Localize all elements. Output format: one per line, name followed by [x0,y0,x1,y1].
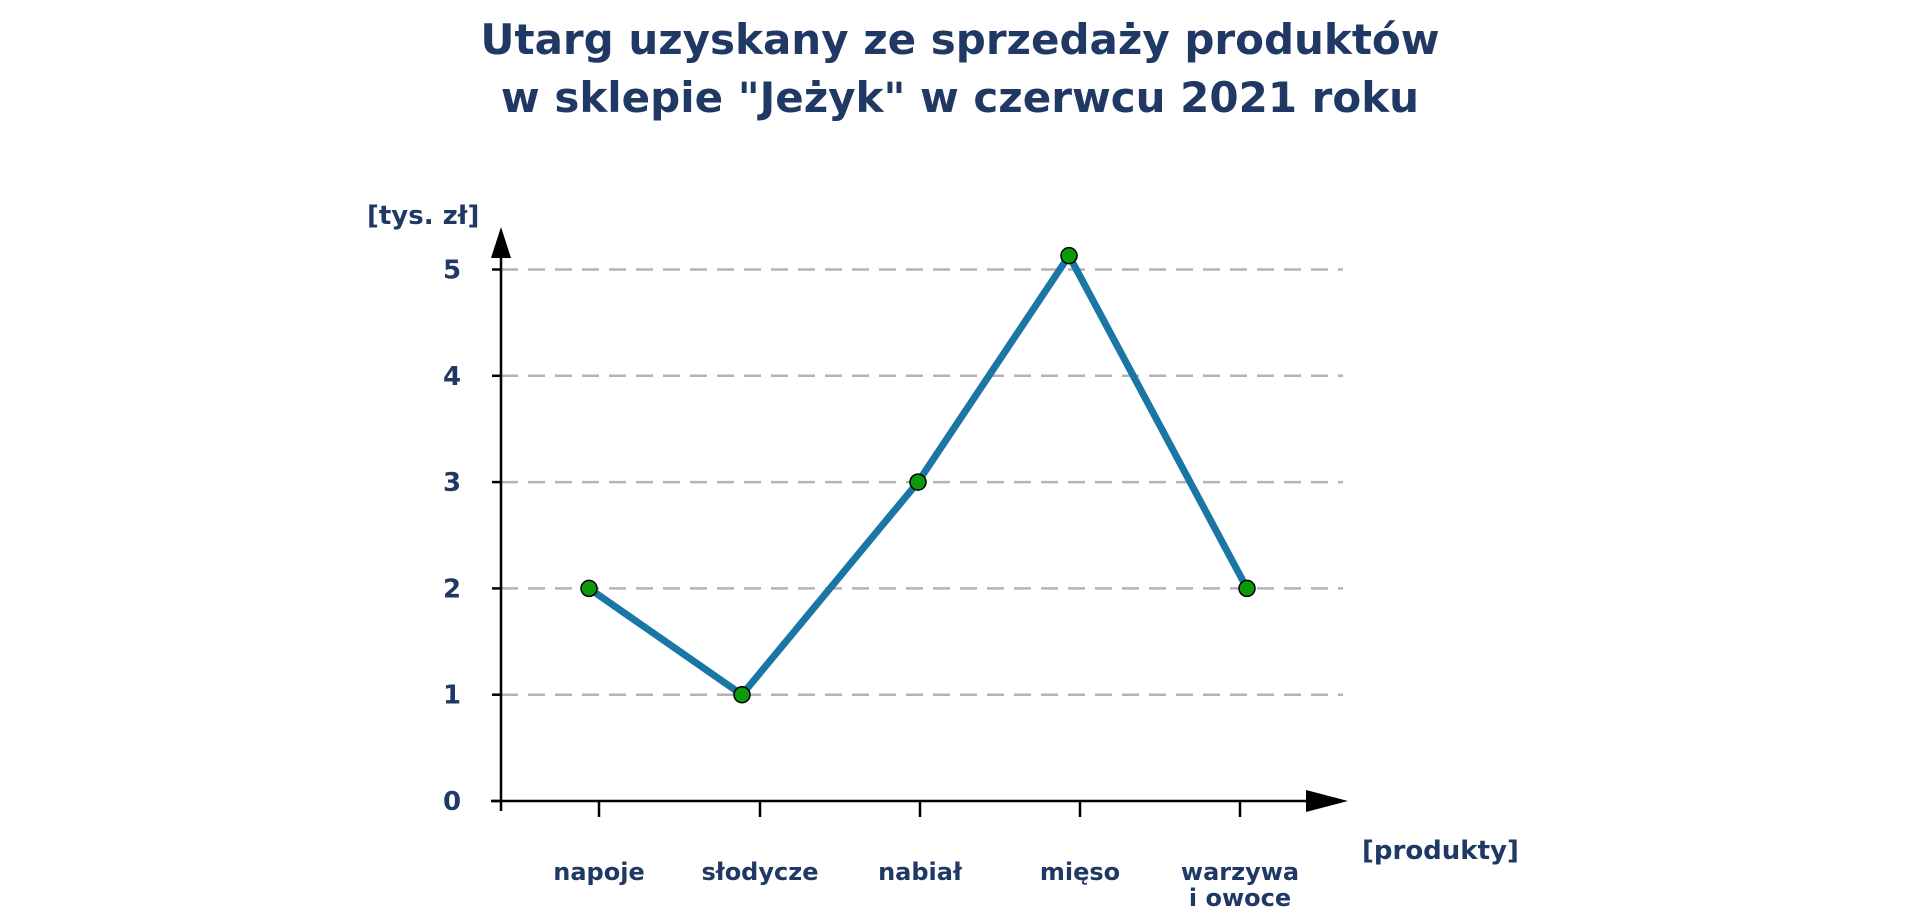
y-tick-label: 1 [443,681,461,711]
x-tick-label: warzywa [1181,858,1299,886]
chart-title-line-2: w sklepie "Jeżyk" w czerwcu 2021 roku [501,73,1419,122]
data-point [909,473,927,491]
x-axis-label: [produkty] [1362,836,1519,866]
data-point [1238,579,1256,598]
x-tick-label: i owoce [1189,884,1291,912]
chart-title-line-1: Utarg uzyskany ze sprzedaży produktów [480,15,1439,64]
data-point [580,579,598,598]
y-tick-label: 2 [443,574,461,604]
data-point [733,685,751,704]
y-tick-label: 0 [443,787,461,817]
y-tick-label: 3 [443,468,461,498]
x-tick-label: mięso [1040,858,1120,886]
y-axis-label: [tys. zł] [367,201,479,231]
y-tick-label: 4 [443,362,461,392]
x-tick-label: słodycze [702,858,819,886]
x-tick-label: nabiał [878,858,963,886]
x-tick-label: napoje [553,858,644,886]
x-axis-arrow [1306,790,1348,812]
data-point [1060,246,1078,265]
y-axis-arrow [491,227,511,258]
y-tick-label: 5 [443,256,461,286]
